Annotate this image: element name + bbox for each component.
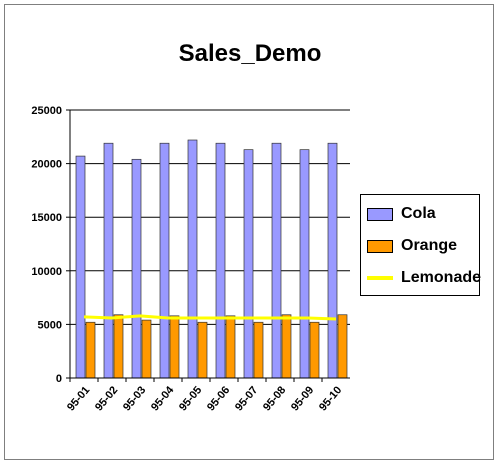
bar-cola <box>187 139 198 379</box>
x-tick-label: 95-10 <box>317 384 344 413</box>
bar-cola <box>243 149 254 379</box>
bar-orange <box>85 321 96 379</box>
bar-cola <box>131 158 142 379</box>
x-tick-label: 95-08 <box>261 384 288 413</box>
x-tick-label: 95-04 <box>149 384 177 414</box>
x-tick-label: 95-05 <box>177 384 204 413</box>
legend-swatch-lemonade <box>367 276 393 280</box>
y-tick-label: 0 <box>56 373 62 385</box>
bar-orange <box>281 314 292 379</box>
bar-orange <box>113 314 124 379</box>
bar-cola <box>75 155 86 379</box>
y-tick-label: 15000 <box>31 212 62 224</box>
legend-item-lemonade: Lemonade <box>367 267 481 289</box>
x-tick-label: 95-07 <box>233 384 260 413</box>
chart-title: Sales_Demo <box>178 40 322 67</box>
legend-label-cola: Cola <box>401 205 436 222</box>
legend-item-orange: Orange <box>367 235 457 257</box>
bar-orange <box>253 321 264 379</box>
bar-cola <box>215 142 226 379</box>
bar-cola <box>159 142 170 379</box>
bar-orange <box>197 321 208 379</box>
bar-orange <box>169 315 180 379</box>
legend-swatch-orange <box>367 239 393 253</box>
bar-cola <box>103 142 114 379</box>
chart-legend: Cola Orange Lemonade <box>360 194 481 296</box>
bar-orange <box>225 315 236 379</box>
x-tick-label: 95-09 <box>289 384 316 413</box>
y-tick-label: 5000 <box>38 319 62 331</box>
legend-label-orange: Orange <box>401 237 458 254</box>
y-tick-label: 20000 <box>31 159 62 171</box>
y-tick-label: 25000 <box>31 105 62 117</box>
bar-orange <box>309 321 320 379</box>
y-tick-label: 10000 <box>31 266 62 278</box>
x-tick-label: 95-01 <box>65 384 92 413</box>
x-tick-label: 95-03 <box>121 384 148 413</box>
legend-item-cola: Cola <box>367 203 436 225</box>
x-tick-label: 95-02 <box>93 384 120 413</box>
x-tick-label: 95-06 <box>205 384 232 413</box>
bar-orange <box>141 319 152 379</box>
bar-cola <box>299 149 310 379</box>
line-lemonade <box>83 314 337 321</box>
legend-label-lemonade: Lemonade <box>401 269 482 286</box>
bar-orange <box>337 314 348 379</box>
bar-cola <box>271 142 282 379</box>
legend-swatch-cola <box>367 207 393 221</box>
bar-cola <box>327 142 338 379</box>
